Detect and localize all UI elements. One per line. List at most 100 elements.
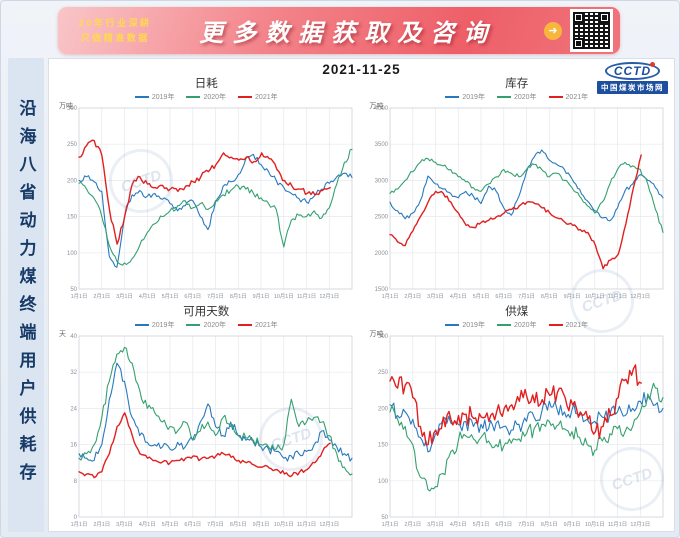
- svg-text:100: 100: [378, 479, 389, 485]
- plot-canvas: 1500 2000 2500 3000 3500 4000 1月1日 2月1日 3月1日 4月1日…: [374, 106, 664, 300]
- chart-title: 供煤: [505, 306, 529, 318]
- promo-banner[interactable]: 20年行业深耕 只做精准数据 更多数据获取及咨询 ➜: [58, 7, 620, 54]
- qr-finder-icon: [599, 12, 610, 23]
- svg-text:24: 24: [71, 406, 78, 412]
- svg-text:10月1日: 10月1日: [274, 521, 294, 528]
- svg-text:3500: 3500: [374, 142, 388, 148]
- charts-grid: 日耗 2019年 2020年 2021年 万吨 50 100 150 200 250 300 1…: [51, 74, 672, 530]
- chart-title: 日耗: [194, 78, 218, 90]
- svg-text:12月1日: 12月1日: [630, 293, 650, 300]
- svg-text:2500: 2500: [374, 215, 388, 221]
- chart-title: 可用天数: [183, 306, 230, 318]
- svg-text:0: 0: [74, 515, 78, 521]
- svg-text:8: 8: [74, 479, 78, 485]
- svg-text:10月1日: 10月1日: [585, 293, 605, 300]
- svg-text:5月1日: 5月1日: [472, 293, 489, 300]
- svg-text:3月1日: 3月1日: [427, 293, 444, 300]
- svg-text:7月1日: 7月1日: [207, 521, 224, 528]
- chart-legend: 2019年 2020年 2021年: [51, 92, 362, 102]
- legend-item: 2019年: [134, 92, 174, 102]
- svg-text:8月1日: 8月1日: [230, 521, 247, 528]
- svg-text:11月1日: 11月1日: [608, 293, 627, 300]
- legend-item: 2021年: [548, 320, 588, 330]
- cctd-logo: CCTD 中国煤炭市场网: [597, 62, 668, 94]
- svg-text:4月1日: 4月1日: [450, 293, 467, 300]
- report-date: 2021-11-25: [322, 62, 401, 77]
- legend-item: 2020年: [186, 92, 226, 102]
- svg-text:300: 300: [67, 106, 78, 112]
- svg-text:9月1日: 9月1日: [253, 293, 270, 300]
- qr-finder-icon: [573, 38, 584, 49]
- svg-text:6月1日: 6月1日: [495, 293, 512, 300]
- vertical-title: 沿海八省动力煤终端用户供耗存: [15, 99, 36, 491]
- svg-text:3月1日: 3月1日: [427, 521, 444, 528]
- chart-panel: 2021-11-25 CCTD 中国煤炭市场网 日耗 2019年 2020年 202…: [48, 58, 675, 532]
- svg-text:3000: 3000: [374, 178, 388, 184]
- legend-item: 2021年: [238, 320, 278, 330]
- svg-text:150: 150: [378, 443, 389, 449]
- svg-text:150: 150: [67, 215, 78, 221]
- qr-code[interactable]: [570, 9, 613, 52]
- legend-item: 2020年: [496, 92, 537, 102]
- svg-text:11月1日: 11月1日: [297, 293, 316, 300]
- chart-inventory: 库存 2019年 2020年 2021年 万吨 1500 2000 2500 3000 35…: [362, 74, 673, 302]
- svg-text:100: 100: [67, 251, 78, 257]
- plot-canvas: 50 100 150 200 250 300 1月1日 2月1日 3月1日 4月1日 5月1日 6月1…: [378, 334, 664, 528]
- banner-slogan-line2: 只做精准数据: [80, 32, 150, 43]
- svg-text:50: 50: [381, 515, 388, 521]
- svg-text:32: 32: [71, 370, 78, 376]
- svg-text:5月1日: 5月1日: [162, 293, 179, 300]
- chart-legend: 2019年 2020年 2021年: [362, 320, 673, 330]
- plot-canvas: 50 100 150 200 250 300 1月1日 2月1日 3月1日 4月1日 5月1日 6月1…: [67, 106, 353, 300]
- svg-text:11月1日: 11月1日: [608, 521, 627, 528]
- svg-text:7月1日: 7月1日: [207, 293, 224, 300]
- svg-text:50: 50: [71, 287, 78, 293]
- svg-text:2月1日: 2月1日: [404, 521, 421, 528]
- svg-text:9月1日: 9月1日: [253, 521, 270, 528]
- svg-text:40: 40: [71, 334, 78, 340]
- svg-text:9月1日: 9月1日: [563, 293, 580, 300]
- svg-text:12月1日: 12月1日: [630, 521, 650, 528]
- svg-text:10月1日: 10月1日: [585, 521, 605, 528]
- legend-item: 2019年: [445, 92, 485, 102]
- chart-legend: 2019年 2020年 2021年: [51, 320, 362, 330]
- legend-item: 2021年: [238, 92, 278, 102]
- svg-text:1月1日: 1月1日: [71, 521, 88, 528]
- chart-legend: 2019年 2020年 2021年: [362, 92, 673, 102]
- axis-unit-label: 万吨: [59, 103, 73, 110]
- svg-text:11月1日: 11月1日: [297, 521, 316, 528]
- axis-unit-label: 万吨: [369, 103, 384, 110]
- svg-text:2月1日: 2月1日: [94, 293, 111, 300]
- chart-available-days: 可用天数 2019年 2020年 2021年 天 0 8 16 24 32 40 1月1日 2月1…: [51, 302, 362, 530]
- svg-text:200: 200: [67, 178, 78, 184]
- chart-daily-consumption: 日耗 2019年 2020年 2021年 万吨 50 100 150 200 250 300 1…: [51, 74, 362, 302]
- svg-text:300: 300: [378, 334, 389, 340]
- svg-text:1500: 1500: [374, 287, 388, 293]
- legend-item: 2020年: [186, 320, 226, 330]
- svg-text:16: 16: [71, 443, 78, 449]
- svg-text:7月1日: 7月1日: [518, 521, 535, 528]
- svg-text:2月1日: 2月1日: [404, 293, 421, 300]
- legend-item: 2020年: [496, 320, 537, 330]
- svg-text:4月1日: 4月1日: [139, 293, 156, 300]
- arrow-icon: ➜: [544, 21, 562, 40]
- left-caption-bar: 沿海八省动力煤终端用户供耗存: [8, 58, 44, 532]
- svg-text:2月1日: 2月1日: [94, 521, 111, 528]
- svg-text:2000: 2000: [374, 251, 388, 257]
- chart-coal-supply: 供煤 2019年 2020年 2021年 万吨 50 100 150 200 250 300 1…: [362, 302, 673, 530]
- svg-text:9月1日: 9月1日: [563, 521, 580, 528]
- svg-text:200: 200: [378, 406, 389, 412]
- svg-text:4月1日: 4月1日: [450, 521, 467, 528]
- svg-text:10月1日: 10月1日: [274, 293, 294, 300]
- svg-text:1月1日: 1月1日: [381, 521, 398, 528]
- svg-text:8月1日: 8月1日: [230, 293, 247, 300]
- legend-item: 2019年: [134, 320, 174, 330]
- svg-text:3月1日: 3月1日: [116, 521, 133, 528]
- banner-slogan: 20年行业深耕 只做精准数据: [79, 16, 152, 45]
- svg-text:5月1日: 5月1日: [162, 521, 179, 528]
- svg-text:4000: 4000: [374, 106, 388, 112]
- svg-text:12月1日: 12月1日: [320, 521, 340, 528]
- chart-title: 库存: [505, 78, 529, 90]
- svg-text:6月1日: 6月1日: [185, 293, 202, 300]
